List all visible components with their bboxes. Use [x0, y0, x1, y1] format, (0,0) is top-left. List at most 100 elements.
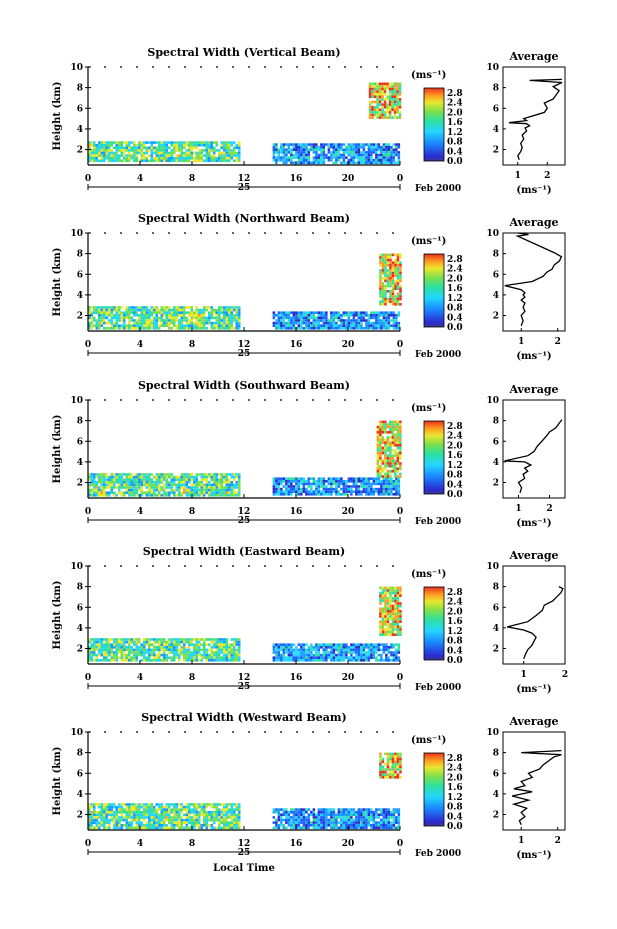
y-tick-label: 8 [77, 417, 83, 427]
heatmap-cell [342, 656, 346, 659]
heatmap-cell [238, 811, 241, 814]
heatmap-cell [110, 803, 113, 806]
colorbar-tick-label: 2.0 [447, 441, 463, 451]
heatmap-cell [155, 648, 158, 652]
heatmap-cell [178, 648, 181, 652]
heatmap-cell [98, 811, 101, 814]
heatmap-cell [377, 648, 381, 652]
heatmap-cell [347, 143, 351, 146]
heatmap-cell [213, 481, 216, 484]
heatmap-cell [128, 475, 131, 479]
heatmap-cell [389, 256, 392, 259]
heatmap-cell [352, 656, 356, 659]
heatmap-cell [90, 646, 93, 649]
heatmap-cell [218, 808, 221, 811]
heatmap-cell [190, 154, 193, 157]
heatmap-cell [280, 316, 283, 320]
heatmap-cell [238, 824, 241, 827]
heatmap-cell [317, 818, 321, 822]
heatmap-cell [135, 156, 138, 160]
heatmap-cell [380, 485, 383, 488]
heatmap-cell [386, 425, 390, 429]
heatmap-cell [394, 454, 397, 457]
heatmap-cell [98, 327, 101, 330]
heatmap-cell [223, 486, 226, 489]
heatmap-cell [385, 143, 388, 146]
heatmap-cell [238, 491, 241, 494]
heatmap-cell [203, 813, 206, 817]
heatmap-cell [95, 483, 98, 487]
heatmap-cell [120, 306, 123, 309]
heatmap-cell [140, 159, 143, 163]
heatmap-cell [140, 643, 143, 646]
heatmap-cell [391, 438, 395, 442]
heatmap-cell [396, 431, 400, 434]
heatmap-cell [275, 156, 278, 159]
heatmap-cell [135, 821, 138, 824]
heatmap-cell [98, 324, 101, 327]
heatmap-cell [332, 319, 336, 322]
heatmap-cell [388, 92, 392, 96]
heatmap-cell [352, 826, 356, 830]
heatmap-cell [357, 823, 361, 827]
heatmap-cell [399, 264, 402, 267]
heatmap-cell [198, 159, 201, 163]
heatmap-cell [185, 475, 188, 479]
heatmap-cell [213, 308, 216, 312]
heatmap-cell [230, 826, 233, 830]
heatmap-cell [310, 327, 313, 330]
heatmap-cell [379, 253, 382, 257]
heatmap-cell [220, 659, 223, 662]
heatmap-cell [350, 821, 353, 824]
heatmap-cell [193, 159, 196, 163]
heatmap-cell [130, 813, 133, 817]
heatmap-cell [275, 480, 278, 483]
heatmap-cell [135, 308, 138, 312]
heatmap-cell [340, 656, 343, 659]
heatmap-cell [312, 327, 316, 330]
heatmap-cell [170, 321, 173, 325]
heatmap-cell [384, 597, 387, 600]
heatmap-cell [380, 659, 383, 662]
heatmap-cell [312, 482, 316, 486]
heatmap-cell [235, 808, 238, 811]
heatmap-cell [155, 316, 158, 320]
heatmap-cell [381, 451, 385, 455]
heatmap-cell [188, 321, 191, 325]
heatmap-cell [307, 316, 311, 320]
heatmap-cell [372, 151, 376, 154]
heatmap-cell [375, 153, 378, 157]
heatmap-cell [140, 486, 143, 489]
heatmap-cell [220, 811, 223, 814]
heatmap-cell [133, 154, 136, 157]
heatmap-cell [235, 816, 238, 819]
heatmap-cell [213, 311, 216, 314]
heatmap-cell [198, 151, 201, 155]
heatmap-cell [337, 316, 341, 320]
heatmap-cell [379, 623, 382, 626]
heatmap-cell [115, 151, 118, 155]
heatmap-cell [115, 311, 118, 314]
heatmap-cell [148, 811, 151, 814]
heatmap-cell [190, 316, 193, 320]
heatmap-cell [380, 810, 383, 814]
heatmap-cell [220, 478, 223, 481]
heatmap-cell [312, 477, 316, 480]
heatmap-cell [233, 808, 236, 811]
heatmap-cell [376, 467, 380, 470]
heatmap-cell [118, 141, 121, 144]
heatmap-cell [345, 813, 348, 817]
heatmap-cell [125, 821, 128, 824]
heatmap-cell [330, 151, 333, 154]
heatmap-cell [143, 321, 146, 325]
heatmap-cell [233, 826, 236, 830]
heatmap-cell [302, 145, 306, 149]
heatmap-cell [115, 826, 118, 830]
heatmap-cell [223, 646, 226, 649]
heatmap-cell [210, 656, 213, 659]
heatmap-cell [378, 85, 382, 88]
heatmap-cell [165, 818, 168, 822]
heatmap-cell [345, 327, 348, 330]
heatmap-cell [280, 648, 283, 652]
heatmap-cell [173, 475, 176, 479]
